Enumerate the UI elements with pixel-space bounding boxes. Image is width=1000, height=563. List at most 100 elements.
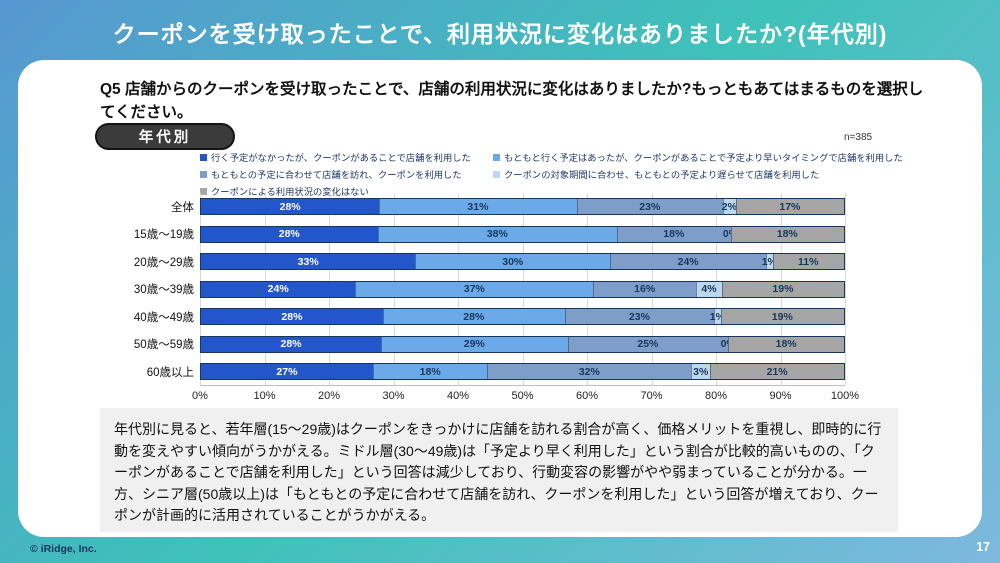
x-tick-label: 30% — [382, 390, 405, 402]
bar-segment-value: 24% — [267, 283, 289, 296]
bar-segment — [201, 281, 356, 297]
bar-segment — [487, 364, 692, 380]
bar-segment-value: 32% — [578, 365, 600, 378]
bar-segment — [201, 226, 378, 242]
bar-segment — [377, 226, 618, 242]
bar-segment-value: 16% — [634, 283, 656, 296]
x-tick-label: 60% — [575, 390, 599, 402]
legend-label: クーポンによる利用状況の変化はない — [211, 187, 369, 197]
bar: 24% 37% 16% 4% 19% — [200, 280, 845, 298]
bar-segment-value: 19% — [771, 310, 793, 323]
x-tick-label: 0% — [192, 390, 208, 402]
legend-swatch — [200, 187, 207, 195]
bar-segment-value: 4% — [701, 283, 717, 296]
bar-segment-value: 21% — [766, 365, 788, 378]
chart-row: 60歳以上 27% 18% 32% 3% 21% — [125, 358, 847, 386]
bar-segment-value: 3% — [693, 365, 709, 378]
bar-segment — [723, 199, 736, 215]
legend-item: クーポンの対象期間に合わせ、もともとの予定より遅らせて店舗を利用した — [493, 167, 978, 181]
bar-segment — [710, 364, 844, 380]
bar-segment — [610, 254, 767, 270]
legend-swatch — [493, 170, 500, 178]
bar-segment — [593, 281, 697, 297]
bar-segment-value: 28% — [280, 338, 302, 351]
legend-item: クーポンによる利用状況の変化はない — [200, 184, 483, 198]
bar-segment — [691, 364, 711, 380]
legend-item: もともとの予定に合わせて店舗を訪れ、クーポンを利用した — [200, 167, 483, 181]
bar: 27% 18% 32% 3% 21% — [200, 363, 845, 381]
legend-item: 行く予定がなかったが、クーポンがあることで店舗を利用した — [200, 150, 483, 164]
bar-segment — [201, 199, 380, 215]
content-card: Q5 店舗からのクーポンを受け取ったことで、店舗の利用状況に変化はありましたか?… — [18, 60, 982, 537]
bar-segment — [201, 254, 416, 270]
legend-label: 行く予定がなかったが、クーポンがあることで店舗を利用した — [211, 153, 471, 163]
bar-segment — [355, 281, 594, 297]
bar-segment-value: 33% — [297, 255, 319, 268]
stacked-bar-chart: 全体28%31%23%2%17%15歳〜19歳28%38%18%0%18%20歳… — [125, 193, 847, 386]
x-tick-label: 20% — [317, 390, 341, 402]
gridline — [845, 193, 846, 385]
bar-segment — [714, 309, 721, 325]
bar-segment — [415, 254, 611, 270]
x-tick-label: 70% — [640, 390, 663, 402]
bar-segment — [728, 336, 844, 352]
sample-size-label: n=385 — [844, 132, 873, 143]
x-tick-label: 100% — [830, 390, 860, 402]
copyright-text: © iRidge, Inc. — [30, 543, 97, 555]
bar-segment — [730, 226, 844, 242]
bar-segment-value: 18% — [419, 365, 441, 378]
chart-row: 30歳〜39歳 24% 37% 16% 4% 19% — [125, 276, 847, 304]
bar-segment — [381, 336, 568, 352]
bar-segment — [772, 254, 844, 270]
bar: 28% 31% 23% 2% 17% — [200, 198, 845, 216]
chart-legend: 行く予定がなかったが、クーポンがあることで店舗を利用した もともと行く予定はあった… — [200, 150, 978, 198]
category-label: 60歳以上 — [146, 366, 194, 379]
bar-segment-value: 29% — [463, 338, 485, 351]
bar: 33% 30% 24% 1% 11% — [200, 253, 845, 271]
bar: 28%29%25%0%18% — [200, 335, 845, 353]
bar-segment — [372, 364, 488, 380]
bar-segment-value: 19% — [772, 283, 794, 296]
bar-segment-value: 27% — [276, 365, 298, 378]
category-label: 30歳〜39歳 — [133, 284, 194, 297]
question-text: Q5 店舗からのクーポンを受け取ったことで、店舗の利用状況に変化はありましたか?… — [100, 81, 924, 122]
bar: 28%38%18%0%18% — [200, 225, 845, 243]
chart-rows: 全体28%31%23%2%17%15歳〜19歳28%38%18%0%18%20歳… — [125, 193, 847, 386]
bar-segment-value: 23% — [639, 200, 661, 213]
legend-swatch — [200, 153, 207, 161]
legend-swatch — [493, 153, 500, 161]
bar-segment — [379, 199, 577, 215]
bar-segment-value: 24% — [677, 255, 699, 268]
chart-row: 15歳〜19歳 28%38%18%0%18% — [125, 221, 847, 249]
bar-segment-value: 18% — [775, 338, 797, 351]
bar-segment-value: 28% — [281, 310, 303, 323]
bar-segment-value: 30% — [502, 255, 524, 268]
bar-segment-value: 37% — [463, 283, 485, 296]
category-label: 全体 — [171, 201, 194, 214]
bar-segment — [720, 309, 844, 325]
bar-segment — [721, 281, 844, 297]
bar-segment-value: 18% — [663, 228, 685, 241]
x-tick-label: 80% — [704, 390, 728, 402]
legend-label: もともとの予定に合わせて店舗を訪れ、クーポンを利用した — [211, 170, 462, 180]
bar-segment-value: 11% — [798, 255, 819, 268]
legend-item: もともと行く予定はあったが、クーポンがあることで予定より早いタイミングで店舗を利… — [493, 150, 978, 164]
x-tick-label: 90% — [769, 390, 792, 402]
legend-label: もともと行く予定はあったが、クーポンがあることで予定より早いタイミングで店舗を利… — [504, 153, 903, 163]
page-title: クーポンを受け取ったことで、利用状況に変化はありましたか?(年代別) — [112, 21, 888, 47]
bar-segment — [567, 336, 729, 352]
summary-box: 年代別に見ると、若年層(15〜29歳)はクーポンをきっかけに店舗を訪れる割合が高… — [100, 408, 898, 532]
category-label: 50歳〜59歳 — [133, 339, 194, 352]
bar-segment — [201, 336, 382, 352]
x-axis: 0% 10% 20% 30% 40% 50% 60% 70% 80% 90% 100% — [192, 390, 859, 404]
bar-segment-value: 31% — [467, 200, 489, 213]
bar-segment — [576, 199, 724, 215]
category-label: 40歳〜49歳 — [133, 311, 194, 324]
category-label: 15歳〜19歳 — [133, 229, 194, 242]
bar-segment-value: 18% — [776, 228, 798, 241]
bar-segment — [201, 309, 383, 325]
bar-segment-value: 17% — [779, 200, 801, 213]
legend-label: クーポンの対象期間に合わせ、もともとの予定より遅らせて店舗を利用した — [504, 170, 820, 180]
